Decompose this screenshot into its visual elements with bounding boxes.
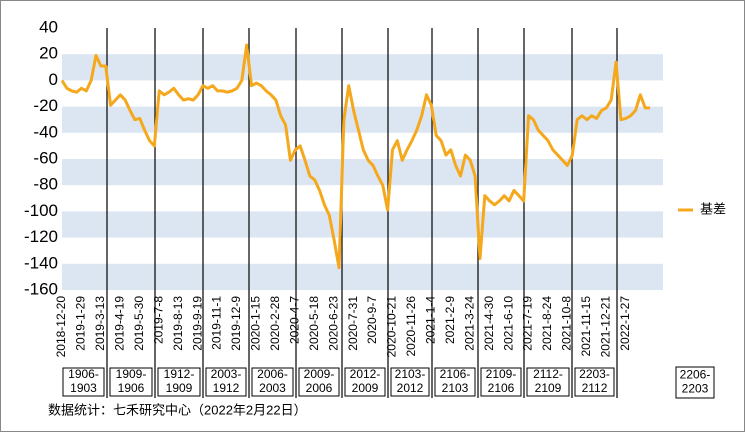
contract-box	[574, 367, 615, 397]
contract-box	[675, 366, 715, 399]
contract-label: 2203-2112	[579, 367, 610, 395]
y-tick-label: 40	[39, 17, 58, 36]
contract-box	[480, 367, 522, 397]
x-tick-label: 2020-1-15	[249, 296, 263, 351]
y-tick-label: 20	[39, 44, 58, 63]
contract-label: 2106-2103	[440, 367, 471, 395]
band	[62, 211, 663, 238]
y-tick-label: -100	[24, 201, 58, 220]
band	[62, 263, 663, 290]
source-note: 数据统计：七禾研究中心（2022年2月22日）	[48, 402, 307, 417]
contract-box	[344, 367, 386, 397]
x-tick-label: 2019-4-19	[112, 296, 126, 351]
x-tick-label: 2019-7-8	[151, 296, 165, 344]
x-tick-label: 2021-1-4	[424, 296, 438, 344]
x-tick-label: 2020-7-31	[346, 296, 360, 351]
contract-label: 1906-1903	[68, 367, 99, 395]
x-tick-label: 2022-1-27	[618, 296, 632, 351]
y-tick-label: 0	[49, 70, 58, 89]
contract-box	[109, 367, 153, 397]
contract-label: 2009-2006	[304, 367, 335, 395]
y-tick-label: -60	[33, 148, 58, 167]
contract-label: 2006-2003	[257, 367, 288, 395]
contract-box	[251, 367, 294, 397]
x-tick-label: 2021-10-8	[560, 296, 574, 351]
contract-label: 2109-2106	[486, 367, 517, 395]
x-tick-label: 2021-7-19	[521, 296, 535, 351]
contract-label: 2206-2203	[680, 368, 711, 396]
legend-label: 基差	[700, 201, 726, 216]
x-tick-label: 2020-11-26	[404, 296, 418, 357]
band	[62, 54, 663, 81]
contract-box	[390, 367, 430, 397]
y-tick-label: -160	[24, 279, 58, 298]
series-line	[60, 43, 651, 270]
contract-box	[526, 367, 570, 397]
contract-box	[434, 367, 476, 397]
x-tick-label: 2018-12-20	[54, 296, 68, 358]
x-tick-label: 2020-5-18	[307, 296, 321, 351]
x-tick-label: 2020-10-21	[385, 296, 399, 358]
x-tick-label: 2021-6-10	[501, 296, 515, 351]
x-tick-label: 2019-3-13	[93, 296, 107, 351]
y-tick-label: -20	[33, 96, 58, 115]
y-tick-label: -120	[24, 227, 58, 246]
x-tick-label: 2021-4-30	[482, 296, 496, 351]
x-tick-label: 2019-12-9	[229, 296, 243, 351]
contract-label: 2003-1912	[211, 367, 242, 395]
contract-label: 2112-2109	[533, 367, 563, 395]
x-tick-label: 2019-1-29	[74, 296, 88, 351]
x-tick-label: 2020-9-7	[365, 296, 379, 344]
x-tick-label: 2021-11-15	[579, 296, 593, 357]
contract-box	[205, 367, 247, 397]
x-tick-label: 2019-9-19	[190, 296, 204, 351]
contract-box	[157, 367, 201, 397]
y-tick-label: -80	[33, 175, 58, 194]
contract-label: 2012-2009	[350, 367, 381, 395]
x-tick-label: 2019-5-30	[132, 296, 146, 351]
x-tick-label: 2021-3-24	[462, 296, 476, 351]
contract-box	[298, 367, 340, 397]
x-tick-label: 2020-6-23	[326, 296, 340, 351]
x-tick-label: 2020-2-28	[268, 296, 282, 351]
x-tick-label: 2021-8-24	[540, 296, 554, 351]
x-tick-label: 2021-2-9	[443, 296, 457, 344]
x-tick-label: 2019-11-1	[210, 296, 224, 350]
y-tick-label: -140	[24, 253, 58, 272]
x-tick-label: 2021-12-21	[598, 296, 612, 358]
contract-label: 1909-1906	[116, 367, 147, 395]
y-tick-label: -40	[33, 122, 58, 141]
contract-label: 2103-2012	[395, 367, 426, 395]
contract-label: 1912-1909	[164, 367, 195, 395]
band	[62, 106, 663, 133]
contract-box	[62, 367, 105, 397]
x-tick-label: 2020-4-7	[287, 296, 301, 344]
band	[62, 159, 663, 186]
x-tick-label: 2019-8-13	[171, 296, 185, 351]
